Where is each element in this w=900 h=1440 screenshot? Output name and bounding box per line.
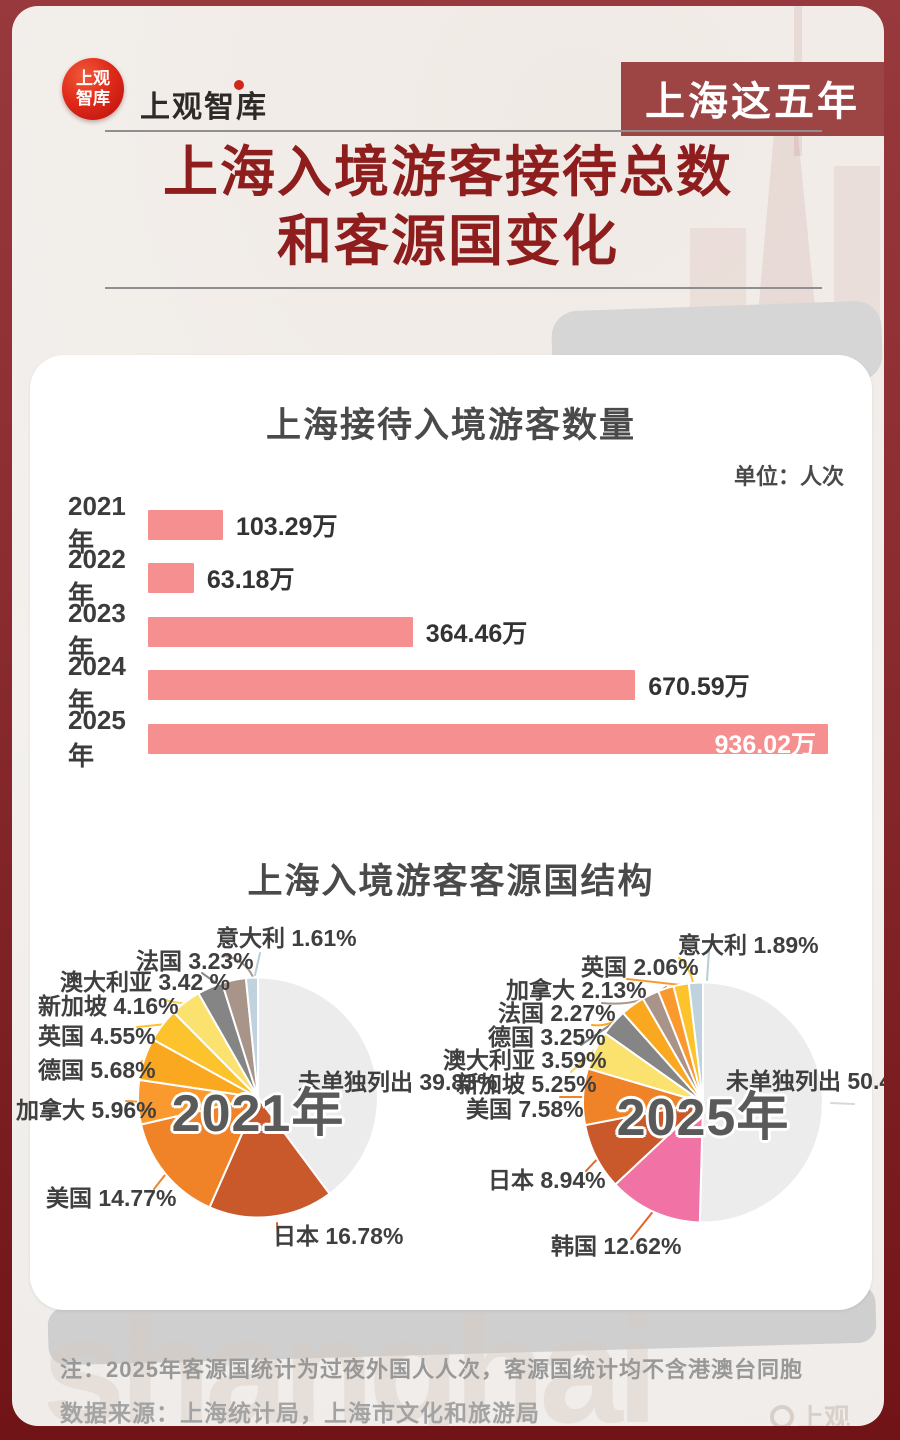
bar-value-label: 364.46万 (425, 620, 528, 648)
bar-value-label: 63.18万 (206, 566, 295, 594)
logo-text-line1: 上观 (76, 69, 110, 89)
pie-slice-未单独列出 (257, 976, 379, 1196)
logo-wordmark: 上观智库 (140, 80, 268, 126)
bar-row-2021: 2021年 103.29万 (30, 491, 338, 557)
corner-badge: 上海这五年 (621, 62, 884, 136)
pie-label-japan-2021: 日本 16.78% (273, 1223, 404, 1249)
pie-label-uk-2025: 英国 2.06% (581, 954, 699, 980)
pie-label-germany-2021: 德国 5.68% (38, 1057, 156, 1083)
pie-label-italy-2025: 意大利 1.89% (678, 932, 819, 958)
pie-charts-canvas (125, 950, 855, 1244)
watermark-ring-icon (769, 1404, 794, 1426)
bar-value-label: 670.59万 (648, 673, 750, 701)
bar-row-2022: 2022年 63.18万 (30, 544, 295, 610)
bar-value-label: 936.02万 (714, 731, 816, 759)
pie-label-canada-2025: 加拿大 2.13% (506, 977, 647, 1003)
pie-label-germany-2025: 德国 3.25% (488, 1024, 606, 1050)
pie-label-not-listed-2025: 未单独列出 50.42% (726, 1068, 884, 1094)
bar-row-2023: 2023年 364.46万 (30, 598, 528, 664)
wordmark-text: 上观智库 (140, 91, 268, 124)
pie-label-france-2025: 法国 2.27% (498, 1000, 616, 1026)
watermark-text: 上观 (797, 1403, 850, 1426)
bar-2025: 936.02万 (148, 724, 828, 759)
shangguan-zhiku-logo: 上观 智库 (62, 58, 124, 120)
pie-label-korea-2025: 韩国 12.62% (551, 1233, 682, 1259)
bar-chart-title: 上海接待入境游客数量 (265, 406, 636, 445)
pie-slice-意大利 (687, 981, 704, 1103)
unit-label: 单位：人次 (733, 464, 844, 489)
pie-label-usa-2021: 美国 14.77% (46, 1185, 177, 1211)
wordmark-red-dot-icon (234, 80, 244, 90)
bar-value-label: 103.29万 (236, 513, 338, 541)
pie-label-japan-2025: 日本 8.94% (488, 1167, 606, 1193)
pie-slice-未单独列出 (698, 981, 824, 1224)
pie-2025 (582, 981, 824, 1224)
bar-2024 (148, 670, 636, 700)
paper-background: 上观 智库 上观智库 上海这五年 上海入境游客接待总数 和客源国变化 上海接待入… (12, 6, 884, 1426)
pie-center-label-2021: 2021年 (171, 1085, 345, 1143)
bar-2023 (148, 617, 413, 647)
pie-center-label-2025: 2025年 (616, 1089, 790, 1147)
pie-label-canada-2021: 加拿大 5.96% (16, 1097, 157, 1123)
bar-2021 (148, 510, 223, 540)
pie-2021 (136, 976, 379, 1219)
ghost-watermark-text: shanghai (42, 1286, 658, 1426)
shangguan-watermark: 上观 (769, 1398, 850, 1426)
logo-text-line2: 智库 (76, 89, 110, 108)
bar-year-label: 2024年 (68, 651, 126, 717)
pie-chart-title: 上海入境游客客源国结构 (247, 862, 655, 901)
pie-label-singapore-2021: 新加坡 4.16% (38, 993, 179, 1019)
pie-label-uk-2021: 英国 4.55% (38, 1023, 156, 1049)
bar-2022 (148, 563, 194, 593)
pie-label-usa-2025: 美国 7.58% (466, 1096, 584, 1122)
pie-label-australia-2021: 澳大利亚 3.42 % (60, 969, 230, 995)
page-title-line1: 上海入境游客接待总数 (162, 141, 733, 203)
pie-slice-韩国 (613, 1100, 705, 1224)
bar-year-label: 2022年 (68, 544, 126, 610)
page-title-line2: 和客源国变化 (276, 209, 619, 272)
page-title: 上海入境游客接待总数 和客源国变化 (12, 138, 884, 276)
pie-label-france-2021: 法国 3.23% (136, 948, 254, 974)
divider-bottom (105, 287, 822, 289)
pie-label-australia-2025: 澳大利亚 3.59% (443, 1047, 607, 1073)
divider-top (105, 130, 822, 132)
pie-label-italy-2021: 意大利 1.61% (216, 925, 357, 951)
bar-row-2024: 2024年 670.59万 (30, 651, 750, 717)
data-source: 数据来源：上海统计局，上海市文化和旅游局 (60, 1400, 540, 1426)
bar-year-label: 2021年 (68, 491, 126, 557)
chart-card: 上海接待入境游客数量 单位：人次 2021年 103.29万 2022年 63.… (16, 355, 884, 1310)
bar-row-2025: 2025年 936.02万 (30, 705, 828, 771)
pie-label-singapore-2025: 新加坡 5.25% (456, 1071, 597, 1097)
bar-year-label: 2023年 (68, 598, 126, 664)
pie-slice-美国 (139, 1096, 260, 1209)
pie-slice-意大利 (244, 976, 259, 1098)
pie-slice-日本 (208, 1095, 331, 1219)
bar-year-label: 2025年 (68, 705, 126, 771)
footnote: 注：2025年客源国统计为过夜外国人人次，客源国统计均不含港澳台同胞 (60, 1357, 803, 1382)
pie-label-not-listed-2021: 未单独列出 39.83% (298, 1069, 498, 1095)
